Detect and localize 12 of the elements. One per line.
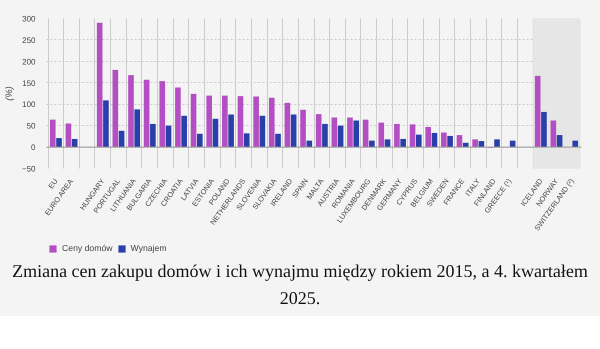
y-axis-title: (%) (4, 86, 14, 101)
y-tick-label: 0 (31, 143, 36, 152)
y-tick-label: 300 (22, 14, 36, 24)
legend-label: Wynajem (130, 243, 167, 253)
y-tick-label: 100 (22, 100, 36, 110)
y-tick-label: 250 (22, 36, 36, 45)
y-tick-label: 200 (22, 57, 36, 66)
y-tick-label: 150 (22, 78, 36, 88)
y-tick-label: −50 (22, 164, 36, 174)
text: Zmiana cen zakupu domów i ich wynajmu między rokiem 2015, a 4. kwartałem 2025. (11, 260, 589, 310)
legend-label: Ceny domów (62, 243, 113, 253)
y-tick-label: 50 (26, 122, 36, 131)
